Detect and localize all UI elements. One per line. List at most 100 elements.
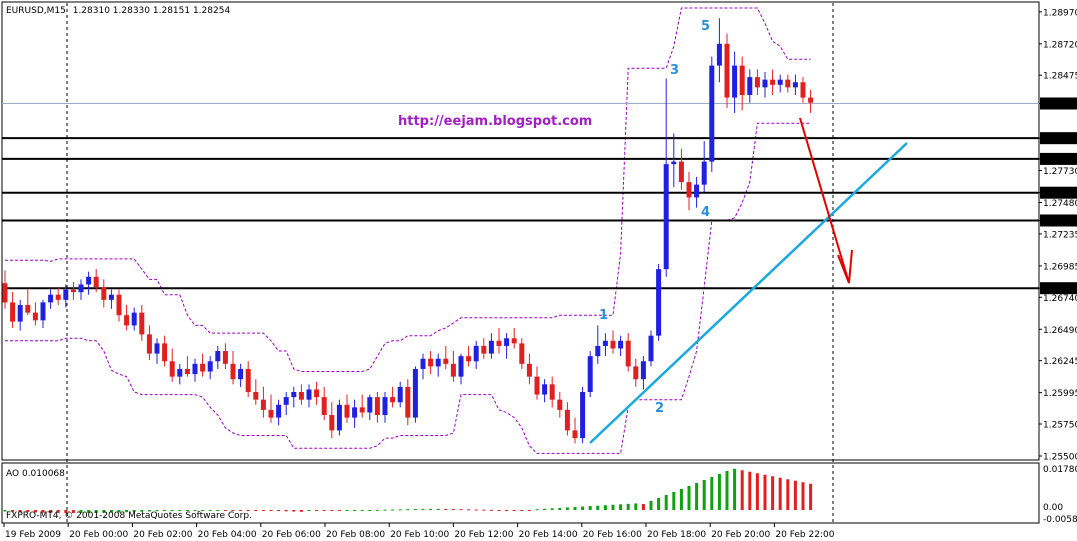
ao-bar [383, 509, 387, 511]
ao-bar [421, 508, 425, 510]
lower-band [5, 122, 811, 454]
candle-body [215, 351, 221, 362]
price-label: 1.27235 [1043, 230, 1077, 240]
candle-body [192, 363, 198, 375]
ao-label: AO 0.010068 [6, 469, 65, 479]
ao-bar [603, 505, 607, 510]
price-label: 1.26245 [1043, 357, 1077, 367]
blog-url[interactable]: http://eejam.blogspot.com [398, 114, 592, 129]
candle-body [663, 164, 669, 270]
candle-body [671, 161, 677, 165]
candle-body [397, 386, 403, 403]
symbol-info: EURUSD,M15 1.28310 1.28330 1.28151 1.282… [6, 6, 230, 16]
candle-body [701, 161, 707, 185]
candle-body [542, 384, 548, 395]
ao-bar [132, 510, 136, 512]
ao-bar [512, 510, 516, 511]
candle-body [321, 397, 327, 416]
candle-body [124, 315, 130, 326]
candle-body [564, 409, 570, 431]
ao-bar [353, 510, 357, 511]
ao-bar [626, 503, 630, 510]
ao-scale-top: 0.01780 [1043, 465, 1077, 475]
time-label: 20 Feb 10:00 [390, 530, 449, 540]
ao-bar [725, 471, 729, 510]
price-label: 1.28254 [1043, 100, 1077, 110]
candle-body [32, 312, 38, 321]
candle-body [625, 340, 631, 367]
candle-body [618, 340, 624, 349]
ao-bar [702, 480, 706, 510]
ao-bar [619, 504, 623, 510]
price-label: 1.25500 [1043, 453, 1077, 463]
candle-body [25, 304, 31, 313]
ao-bar [482, 509, 486, 511]
candle-body [534, 376, 540, 395]
candle-body [2, 283, 8, 303]
ao-bar [307, 510, 311, 511]
candle-body [754, 77, 760, 88]
ao-bar [163, 510, 167, 511]
ao-bar [239, 510, 243, 511]
ao-bar [558, 507, 562, 510]
candle-body [17, 304, 23, 322]
ao-bar [809, 483, 813, 510]
ao-bar [337, 510, 341, 511]
ao-bar [49, 510, 53, 513]
candle-body [572, 430, 578, 439]
candle-body [686, 182, 692, 198]
ao-scale-bottom: -0.00584 [1043, 515, 1077, 525]
price-label: 1.27983 [1043, 135, 1077, 145]
ao-bar [717, 474, 721, 510]
ao-bar [710, 477, 714, 510]
candle-body [306, 389, 312, 400]
candle-body [283, 397, 289, 405]
candle-body [428, 358, 434, 367]
ao-bar [657, 498, 661, 510]
candles [2, 18, 814, 444]
ao-bar [801, 482, 805, 510]
wave-label: 1 [599, 308, 608, 323]
ao-bar [771, 476, 775, 510]
ao-bar [208, 510, 212, 511]
price-label: 1.27340 [1043, 217, 1077, 227]
candle-body [169, 361, 175, 377]
ao-bar [406, 509, 410, 511]
candle-body [633, 366, 639, 380]
ao-bar [315, 510, 319, 511]
ao-bar [391, 509, 395, 511]
candle-body [154, 343, 160, 354]
ao-bar [778, 477, 782, 510]
ao-bar [18, 510, 22, 512]
ao-bar [413, 509, 417, 511]
candle-body [610, 340, 616, 349]
ao-bar [360, 510, 364, 511]
ao-bar [3, 510, 7, 512]
candle-body [602, 340, 608, 346]
ao-bar [170, 510, 174, 511]
candle-body [405, 386, 411, 418]
ao-bar [740, 470, 744, 510]
ao-bar [672, 492, 676, 510]
ao-bar [748, 471, 752, 510]
candle-body [238, 368, 244, 380]
candle-body [739, 65, 745, 96]
ao-bar [588, 506, 592, 510]
ao-bar [755, 473, 759, 510]
ao-bar [649, 501, 653, 510]
wave-label: 4 [701, 205, 710, 220]
price-label: 1.26740 [1043, 294, 1077, 304]
candle-body [298, 392, 304, 400]
time-label: 20 Feb 22:00 [775, 530, 834, 540]
ao-bar [535, 509, 539, 511]
candle-body [329, 415, 335, 431]
candle-body [511, 338, 517, 344]
ao-bar [33, 510, 37, 513]
ao-bar [459, 509, 463, 511]
candle-body [458, 356, 464, 377]
candle-body [86, 276, 92, 285]
time-label: 20 Feb 04:00 [198, 530, 257, 540]
candle-body [678, 161, 684, 183]
candle-body [352, 407, 358, 418]
ao-bar [102, 510, 106, 513]
